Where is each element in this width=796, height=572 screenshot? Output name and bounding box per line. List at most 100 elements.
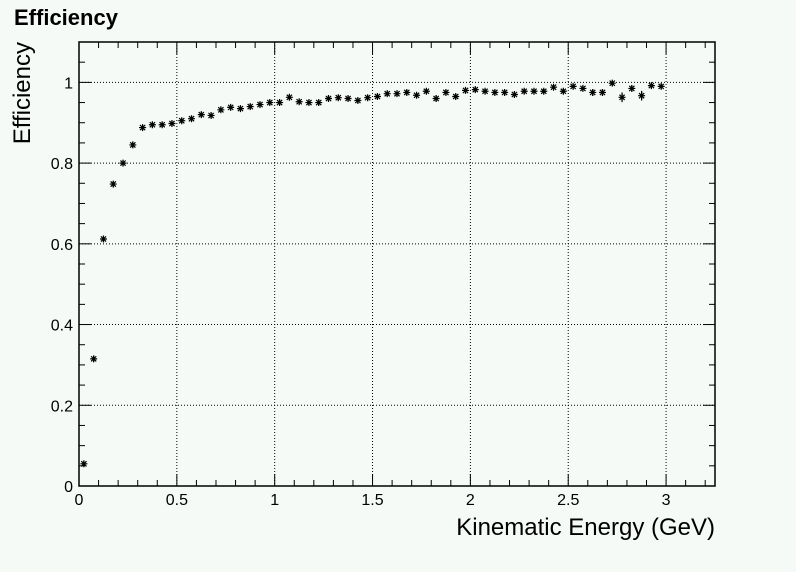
asterisk-marker	[393, 90, 401, 98]
data-point	[90, 355, 98, 363]
data-point	[80, 460, 88, 468]
data-point	[510, 90, 518, 98]
chart-title: Efficiency	[14, 5, 119, 30]
data-point	[540, 87, 548, 95]
data-point	[618, 92, 626, 103]
asterisk-marker	[373, 92, 381, 100]
asterisk-marker	[403, 88, 411, 96]
data-point	[276, 99, 284, 107]
asterisk-marker	[638, 92, 646, 100]
asterisk-marker	[227, 103, 235, 111]
data-point	[227, 103, 235, 111]
data-point	[550, 83, 558, 91]
asterisk-marker	[276, 99, 284, 107]
x-tick-label: 0.5	[166, 492, 188, 509]
data-point	[589, 88, 597, 96]
asterisk-marker	[501, 88, 509, 96]
data-point	[295, 98, 303, 106]
asterisk-marker	[217, 106, 225, 114]
data-point	[266, 99, 274, 107]
data-point	[285, 93, 293, 101]
asterisk-marker	[266, 99, 274, 107]
data-point	[217, 106, 225, 114]
asterisk-marker	[344, 95, 352, 103]
data-point	[99, 235, 107, 243]
asterisk-marker	[442, 88, 450, 96]
asterisk-marker	[315, 99, 323, 107]
x-tick-label: 1	[270, 492, 279, 509]
asterisk-marker	[481, 87, 489, 95]
data-point	[354, 97, 362, 105]
x-tick-label: 3	[662, 492, 671, 509]
asterisk-marker	[520, 87, 528, 95]
asterisk-marker	[550, 83, 558, 91]
data-point	[197, 111, 205, 119]
asterisk-marker	[383, 90, 391, 98]
data-point	[461, 86, 469, 94]
data-point	[442, 88, 450, 96]
y-tick-label: 0.8	[51, 156, 73, 173]
data-point	[452, 92, 460, 100]
data-point	[638, 90, 646, 101]
data-point	[109, 180, 117, 188]
asterisk-marker	[158, 121, 166, 129]
asterisk-marker	[422, 87, 430, 95]
y-tick-label: 0.6	[51, 237, 73, 254]
data-point	[393, 90, 401, 98]
asterisk-marker	[530, 87, 538, 95]
asterisk-marker	[168, 120, 176, 128]
tick-labels: 0 0.5 1 1.5 2 2.5 3 0 0.2 0.4 0.6 0.8 1	[51, 75, 671, 509]
asterisk-marker	[608, 79, 616, 87]
data-point	[256, 101, 264, 109]
data-point	[403, 88, 411, 96]
data-point	[422, 87, 430, 95]
asterisk-marker	[80, 460, 88, 468]
asterisk-marker	[207, 111, 215, 119]
asterisk-marker	[99, 235, 107, 243]
data-point	[139, 124, 147, 132]
data-point	[530, 87, 538, 95]
asterisk-marker	[109, 180, 117, 188]
asterisk-marker	[129, 141, 137, 149]
x-tick-label: 2.5	[557, 492, 579, 509]
data-point	[188, 115, 196, 123]
data-points	[80, 79, 665, 468]
asterisk-marker	[119, 159, 127, 167]
asterisk-marker	[559, 87, 567, 95]
y-axis-label: Efficiency	[9, 42, 36, 144]
x-axis-label: Kinematic Energy (GeV)	[456, 514, 715, 541]
data-point	[325, 95, 333, 103]
asterisk-marker	[461, 86, 469, 94]
asterisk-marker	[540, 87, 548, 95]
data-point	[569, 82, 577, 90]
asterisk-marker	[432, 95, 440, 103]
data-point	[579, 84, 587, 92]
data-point	[344, 95, 352, 103]
asterisk-marker	[295, 98, 303, 106]
data-point	[559, 87, 567, 95]
asterisk-marker	[285, 93, 293, 101]
asterisk-marker	[188, 115, 196, 123]
data-point	[178, 117, 186, 125]
y-tick-label: 0.2	[51, 398, 73, 415]
asterisk-marker	[598, 88, 606, 96]
asterisk-marker	[334, 94, 342, 102]
data-point	[373, 92, 381, 100]
data-point	[383, 90, 391, 98]
data-point	[207, 111, 215, 119]
x-tick-label: 2	[466, 492, 475, 509]
data-point	[608, 79, 616, 87]
asterisk-marker	[647, 82, 655, 90]
data-point	[491, 88, 499, 96]
asterisk-marker	[510, 90, 518, 98]
data-point	[647, 82, 655, 90]
data-point	[413, 91, 421, 99]
data-point	[657, 82, 665, 90]
asterisk-marker	[471, 86, 479, 94]
grid-lines	[79, 42, 715, 486]
data-point	[520, 87, 528, 95]
data-point	[129, 141, 137, 149]
asterisk-marker	[197, 111, 205, 119]
asterisk-marker	[589, 88, 597, 96]
